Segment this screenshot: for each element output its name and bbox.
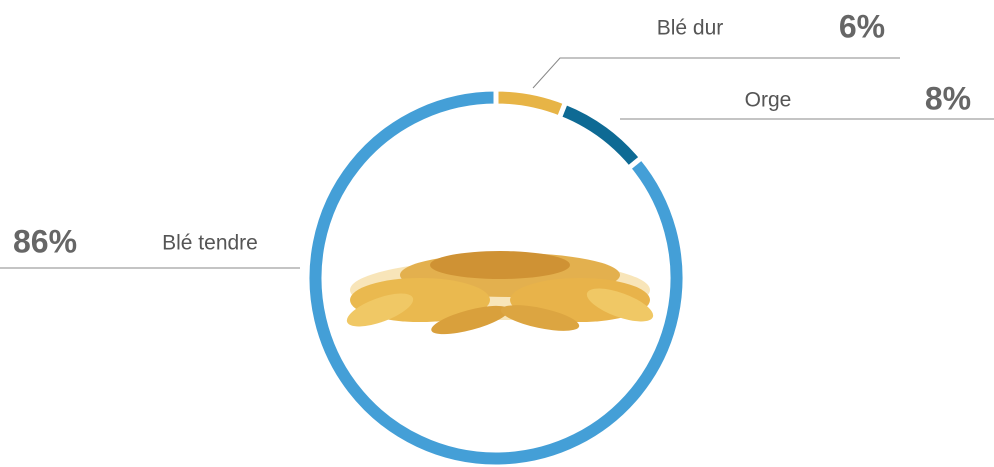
leader-line [533, 58, 900, 88]
value-label: 86% [13, 223, 77, 259]
category-label: Blé dur [657, 17, 724, 40]
value-label: 6% [839, 8, 885, 44]
category-label: Blé tendre [162, 232, 258, 255]
chart: Blé dur 6% Orge 8% Blé tendre 86% [0, 0, 994, 467]
value-label: 8% [925, 80, 971, 116]
donut-segment [559, 102, 641, 168]
donut-segment [496, 89, 566, 118]
grain-image [343, 251, 657, 340]
category-label: Orge [745, 89, 792, 112]
